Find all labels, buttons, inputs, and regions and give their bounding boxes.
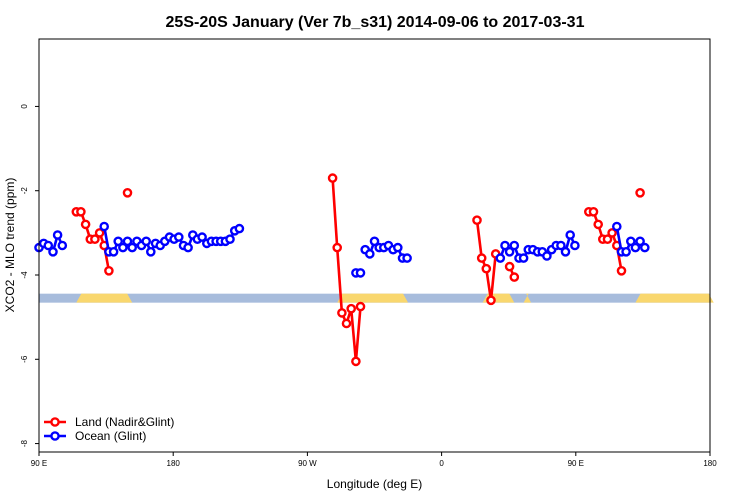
series-1-point-1-5: [122, 236, 133, 247]
series-0-point-0-4: [90, 234, 100, 244]
series-0-point-0-2: [80, 219, 91, 230]
series-1-point-3-1: [364, 249, 375, 259]
series-1-point-0-4: [52, 230, 63, 240]
series-0-point-2-3: [341, 318, 352, 329]
series-1-point-2-1: [355, 268, 366, 278]
series-1-point-1-10: [145, 246, 156, 257]
series-1-point-0-5: [57, 240, 68, 251]
series-0-point-4-0: [504, 261, 515, 272]
series-1-point-1-9: [141, 236, 151, 247]
series-0-point-0-7: [104, 265, 114, 276]
series-1-point-1-0: [99, 221, 109, 232]
series-1: [34, 221, 650, 278]
series-1-point-4-5: [518, 253, 529, 263]
x-tick-label-3: 0: [439, 459, 444, 468]
series-0-point-3-0: [472, 215, 482, 225]
legend: Land (Nadir&Glint)Ocean (Glint): [44, 415, 174, 443]
series-0-point-5-7: [616, 265, 627, 276]
series-0-point-1-0: [122, 187, 133, 198]
series-0-point-3-3: [486, 295, 496, 306]
series-0-point-6-0: [635, 187, 645, 198]
x-tick-label-1: 180: [167, 459, 181, 468]
series-layer: [34, 173, 650, 367]
series-0-point-0-5: [94, 228, 105, 238]
series-0: [71, 173, 645, 367]
series-1-point-4-2: [504, 246, 515, 257]
land-band-3: [523, 293, 532, 303]
series-1-point-4-15: [565, 230, 576, 240]
series-0-point-5-1: [588, 206, 599, 217]
y-tick-label-1: -2: [20, 187, 29, 195]
land-band-0: [76, 293, 133, 303]
legend-label-1: Ocean (Glint): [75, 429, 146, 443]
legend-label-0: Land (Nadir&Glint): [75, 415, 174, 429]
legend-marker-0: [50, 417, 60, 427]
series-1-point-3-9: [402, 253, 412, 263]
series-0-point-2-1: [332, 242, 343, 253]
series-1-point-1-16: [173, 232, 184, 242]
series-1-point-1-4: [118, 242, 128, 253]
series-0-point-2-0: [327, 173, 338, 183]
series-0-point-2-4: [346, 303, 357, 314]
series-1-point-5-6: [640, 242, 650, 253]
series-1-point-5-3: [626, 236, 636, 247]
series-1-point-3-7: [392, 242, 403, 253]
chart-title: 25S-20S January (Ver 7b_s31) 2014-09-06 …: [166, 14, 585, 31]
series-0-point-2-6: [355, 301, 366, 312]
series-1-point-5-4: [630, 242, 641, 253]
land-band-4: [635, 293, 714, 303]
y-tick-label-2: -4: [20, 271, 29, 279]
series-1-point-5-5: [635, 236, 645, 247]
series-1-point-5-2: [621, 246, 631, 257]
x-tick-label-0: 90 E: [31, 459, 47, 468]
plot-frame: [38, 38, 711, 453]
series-0-point-3-1: [476, 253, 487, 263]
series-1-point-1-21: [197, 232, 207, 242]
series-1-point-4-13: [556, 240, 566, 251]
surface-type-bar: [39, 293, 714, 303]
series-0-point-5-5: [607, 228, 617, 238]
x-axis: 90 E 180 90 W 0 90 E 180: [31, 452, 717, 468]
series-1-point-0-2: [43, 240, 54, 251]
legend-marker-1: [50, 431, 60, 441]
series-0-point-4-1: [509, 272, 520, 282]
series-1-point-1-18: [183, 242, 193, 253]
x-tick-label-4: 90 E: [568, 459, 584, 468]
series-1-point-4-10: [542, 251, 552, 261]
series-1-point-1-6: [127, 242, 137, 253]
series-0-point-2-2: [337, 308, 347, 318]
series-1-point-1-3: [113, 236, 123, 247]
y-tick-label-4: -8: [20, 439, 29, 447]
series-1-point-4-1: [500, 240, 510, 251]
series-1-point-3-2: [369, 236, 380, 247]
series-0-point-0-1: [76, 206, 86, 217]
x-axis-label: Longitude (deg E): [327, 477, 422, 491]
x-tick-label-5: 180: [703, 459, 717, 468]
y-tick-label-0: 0: [20, 104, 29, 109]
series-0-point-5-2: [593, 219, 604, 230]
y-axis-label: XCO2 - MLO trend (ppm): [3, 178, 17, 313]
series-1-point-1-27: [225, 234, 235, 244]
series-1-point-4-0: [495, 253, 506, 263]
series-1-point-1-29: [234, 223, 245, 234]
series-1-point-4-14: [560, 246, 571, 257]
series-1-point-5-0: [612, 221, 622, 232]
x-tick-label-2: 90 W: [298, 459, 317, 468]
series-1-point-4-16: [570, 240, 580, 251]
series-0-point-5-4: [602, 234, 613, 244]
series-1-point-1-2: [108, 246, 119, 257]
series-1-point-0-3: [48, 246, 58, 257]
land-band-1: [337, 293, 409, 303]
series-0-point-3-2: [481, 263, 492, 274]
y-axis: 0 -2 -4 -6 -8: [20, 104, 39, 447]
series-1-point-4-3: [509, 240, 520, 251]
series-0-point-2-5: [351, 356, 361, 367]
y-tick-label-3: -6: [20, 355, 29, 363]
